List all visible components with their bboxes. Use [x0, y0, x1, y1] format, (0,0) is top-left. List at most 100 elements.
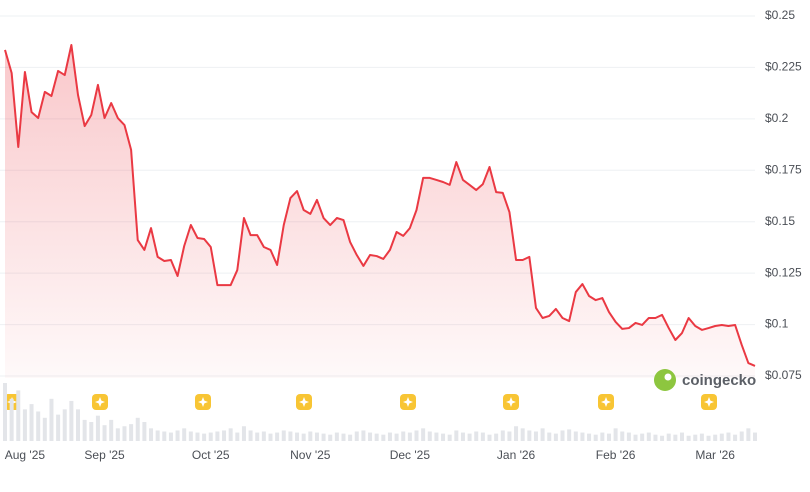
volume-bar: [587, 433, 592, 441]
volume-bar: [626, 432, 631, 441]
volume-bar: [560, 430, 565, 441]
event-marker: [701, 394, 717, 410]
volume-bar: [679, 432, 684, 441]
volume-bar: [341, 433, 346, 441]
y-tick-label: $0.225: [765, 60, 802, 74]
volume-bar: [49, 398, 54, 441]
volume-bar: [739, 431, 744, 441]
volume-bar: [467, 433, 472, 441]
volume-bar: [394, 433, 399, 441]
y-tick-label: $0.075: [765, 368, 802, 382]
event-marker: [195, 394, 211, 410]
volume-bar: [89, 422, 94, 441]
event-marker: [92, 394, 108, 410]
event-star: [403, 397, 413, 407]
volume-bar: [175, 430, 180, 441]
x-tick-label: Jan '26: [497, 448, 536, 462]
volume-bar: [22, 409, 27, 441]
x-tick-label: Aug '25: [5, 448, 46, 462]
volume-bar: [241, 426, 246, 441]
area-fill: [5, 45, 755, 378]
volume-bar: [208, 432, 213, 441]
x-tick-label: Mar '26: [695, 448, 735, 462]
volume-bar: [129, 424, 134, 441]
volume-bar: [421, 428, 426, 441]
volume-bar: [746, 428, 751, 441]
volume-bar: [314, 432, 319, 441]
volume-bar: [155, 430, 160, 441]
volume-bar: [95, 415, 100, 441]
volume-bar: [699, 433, 704, 441]
volume-bar: [653, 434, 658, 441]
volume-bar: [115, 428, 120, 441]
volume-bar: [514, 426, 519, 441]
volume-bar: [487, 434, 492, 441]
volume-bar: [42, 417, 47, 441]
x-tick-label: Oct '25: [192, 448, 230, 462]
volume-bar: [235, 432, 240, 441]
volume-bar: [288, 431, 293, 441]
logo-icon: [654, 369, 676, 391]
volume-bar: [520, 428, 525, 441]
volume-bar: [460, 432, 465, 441]
logo-eye: [664, 373, 672, 381]
volume-bar: [321, 433, 326, 441]
volume-bar: [368, 432, 373, 441]
volume-bar: [553, 433, 558, 441]
volume-bar: [62, 409, 67, 441]
x-tick-label: Sep '25: [84, 448, 125, 462]
volume-bar: [334, 432, 339, 441]
volume-bar: [102, 425, 107, 441]
volume-bar: [540, 428, 545, 441]
volume-bar: [414, 430, 419, 441]
volume-bar: [142, 422, 147, 441]
price-line: [4, 44, 756, 367]
volume-bar: [507, 431, 512, 441]
volume-bar: [401, 431, 406, 441]
volume-bar: [454, 430, 459, 441]
volume-bar: [606, 433, 611, 441]
volume-bar: [673, 434, 678, 441]
volume-bar: [533, 431, 538, 441]
volume-bar: [82, 419, 87, 441]
volume-bar: [633, 434, 638, 441]
volume-bar: [660, 435, 665, 441]
volume-bar: [640, 433, 645, 441]
volume-bar: [195, 432, 200, 441]
volume-bar: [726, 432, 731, 441]
volume-bar: [162, 431, 167, 441]
volume-bar: [713, 434, 718, 441]
volume-bar: [255, 432, 260, 441]
volume-bar: [135, 417, 140, 441]
volume-bar: [361, 430, 366, 441]
volume-bar: [202, 433, 207, 441]
event-star: [299, 397, 309, 407]
volume-bar: [693, 434, 698, 441]
watermark-text: coingecko: [682, 372, 756, 389]
volume-bar: [188, 431, 193, 441]
volume-bar: [36, 411, 41, 441]
volume-bar: [733, 434, 738, 441]
volume-bar: [474, 431, 479, 441]
volume-bar: [295, 432, 300, 441]
volume-bar: [168, 432, 173, 441]
volume-bar: [706, 435, 711, 441]
volume-bar: [76, 409, 81, 441]
event-star: [601, 397, 611, 407]
volume-bar: [354, 431, 359, 441]
event-star: [198, 397, 208, 407]
volume-bar: [500, 430, 505, 441]
volume-bar: [580, 432, 585, 441]
volume-bar: [222, 430, 227, 441]
watermark: coingecko: [654, 369, 756, 391]
volume-bar: [215, 431, 220, 441]
volume-bar: [261, 431, 266, 441]
volume-bar: [374, 433, 379, 441]
volume-bar: [348, 434, 353, 441]
volume-bar: [109, 419, 114, 441]
volume-bar: [441, 433, 446, 441]
y-tick-label: $0.1: [765, 317, 789, 331]
volume-bar: [447, 434, 452, 441]
volume-bar: [494, 433, 499, 441]
